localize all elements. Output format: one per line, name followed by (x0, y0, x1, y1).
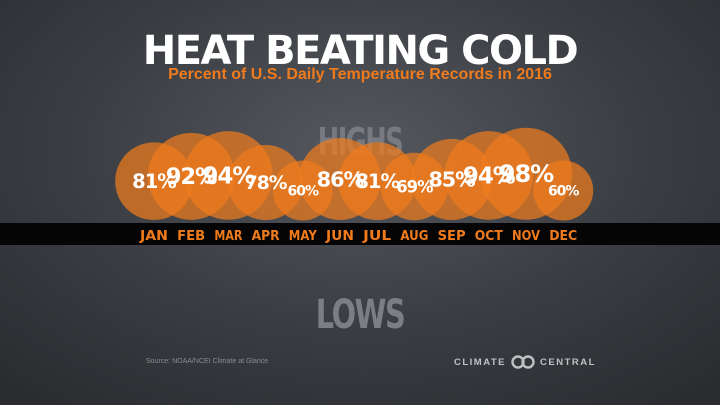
logo-text-left: CLIMATE (454, 356, 507, 368)
value-label-oct: 94% (463, 164, 516, 190)
month-label-jun: JUN (325, 229, 354, 244)
chart-title: HEAT BEATING COLD (142, 28, 579, 74)
value-label-mar: 94% (203, 164, 256, 190)
source-note: Source: NOAA/NCEI Climate at Glance (146, 358, 269, 365)
value-label-jul: 81% (355, 170, 399, 193)
month-label-aug: AUG (400, 229, 428, 244)
month-label-nov: NOV (512, 229, 540, 244)
value-label-aug: 69% (396, 177, 433, 196)
month-label-jul: JUL (362, 229, 391, 244)
month-axis-bar (0, 223, 720, 245)
month-label-sep: SEP (438, 229, 466, 244)
value-label-nov: 98% (499, 160, 554, 188)
logo-text-right: CENTRAL (540, 356, 596, 368)
value-label-sep: 85% (428, 168, 475, 192)
bubble-dec (533, 160, 594, 221)
chart-subtitle: Percent of U.S. Daily Temperature Record… (168, 66, 552, 83)
month-label-oct: OCT (475, 229, 503, 244)
value-label-feb: 92% (166, 164, 217, 190)
month-label-jan: JAN (139, 229, 168, 244)
climate-central-logo: CLIMATE CENTRAL (454, 354, 596, 370)
month-label-mar: MAR (214, 229, 242, 244)
value-label-dec: 60% (548, 183, 579, 199)
month-label-apr: APR (252, 229, 280, 244)
climate-central-logo-icon (511, 355, 535, 369)
month-label-feb: FEB (177, 229, 205, 244)
month-label-dec: DEC (549, 229, 577, 244)
lows-label: LOWS (315, 292, 406, 338)
value-label-jun: 86% (317, 167, 365, 191)
value-label-apr: 78% (245, 173, 288, 194)
value-label-may: 60% (288, 183, 319, 199)
value-label-jan: 81% (132, 170, 176, 193)
month-label-may: MAY (289, 229, 318, 244)
